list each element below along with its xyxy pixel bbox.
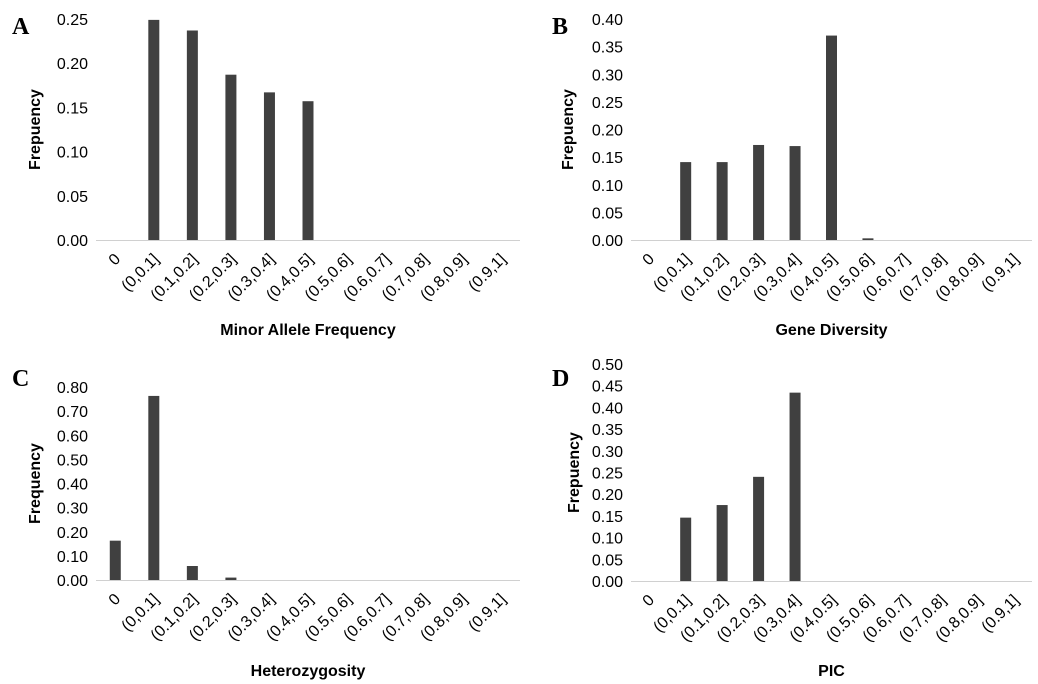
y-tick-label: 0.20 xyxy=(592,487,623,504)
y-tick-label: 0.25 xyxy=(592,95,623,112)
y-tick-label: 0.10 xyxy=(57,549,88,566)
y-axis-title: Frequency xyxy=(27,443,44,524)
y-tick-label: 0.40 xyxy=(592,12,623,29)
y-tick-label: 0.80 xyxy=(57,380,88,397)
x-axis-title: Minor Allele Frequency xyxy=(220,322,396,339)
y-tick-label: 0.40 xyxy=(592,400,623,417)
y-tick-label: 0.00 xyxy=(57,233,88,250)
y-tick-label: 0.00 xyxy=(592,233,623,250)
bar xyxy=(680,517,692,581)
y-tick-label: 0.25 xyxy=(592,466,623,483)
y-tick-label: 0.70 xyxy=(57,404,88,421)
y-tick-label: 0.10 xyxy=(592,531,623,548)
y-tick-label: 0.50 xyxy=(57,452,88,469)
y-tick-label: 0.00 xyxy=(57,573,88,590)
bar xyxy=(716,162,728,240)
bar xyxy=(186,30,198,240)
bar xyxy=(148,395,160,580)
y-tick-label: 0.60 xyxy=(57,428,88,445)
x-tick-label: 0 xyxy=(640,592,658,610)
y-tick-label: 0.05 xyxy=(592,205,623,222)
bar xyxy=(186,566,198,580)
bar xyxy=(716,505,728,581)
bar xyxy=(225,577,237,580)
y-tick-label: 0.15 xyxy=(592,509,623,526)
panel-a: A0.000.050.100.150.200.250(0,0.1](0.1,0.… xyxy=(12,12,520,339)
y-axis-title: Frepuency xyxy=(27,89,44,170)
bar xyxy=(225,74,237,240)
y-tick-label: 0.00 xyxy=(592,574,623,591)
x-axis-title: Gene Diversity xyxy=(775,322,887,339)
y-tick-label: 0.40 xyxy=(57,477,88,494)
panel-letter: A xyxy=(12,14,30,40)
y-axis-title: Frepuency xyxy=(566,432,583,513)
bar xyxy=(789,392,801,581)
y-tick-label: 0.45 xyxy=(592,379,623,396)
y-tick-label: 0.30 xyxy=(592,67,623,84)
y-tick-label: 0.10 xyxy=(592,178,623,195)
x-tick-label: 0 xyxy=(640,251,658,269)
y-tick-label: 0.50 xyxy=(592,357,623,374)
y-tick-label: 0.35 xyxy=(592,40,623,57)
panel-c: C 0.00 0.10 0.20 0.30 0.40 0.50 0.60 0.70 0.80 0 (0… xyxy=(12,366,520,680)
x-tick-label: 0 xyxy=(106,251,124,269)
x-tick-label: (0.9,1] xyxy=(979,251,1023,295)
bar xyxy=(753,144,765,240)
panel-letter: D xyxy=(552,366,569,392)
y-tick-label: 0.20 xyxy=(57,525,88,542)
y-tick-label: 0.05 xyxy=(57,189,88,206)
bar xyxy=(109,540,121,580)
bar xyxy=(826,35,837,241)
y-tick-label: 0.05 xyxy=(592,552,623,569)
panel-letter: C xyxy=(12,366,29,392)
y-tick-label: 0.15 xyxy=(592,150,623,167)
x-axis-title: Heterozygosity xyxy=(251,663,366,680)
y-tick-label: 0.15 xyxy=(57,100,88,117)
bar xyxy=(263,92,275,240)
y-tick-label: 0.10 xyxy=(57,145,88,162)
bar xyxy=(862,238,874,240)
bar xyxy=(148,19,160,240)
panel-d: D 0.00 0.05 0.10 0.15 0.20 0.25 0.30 0.35 0.40 0.4… xyxy=(552,357,1032,680)
bar xyxy=(789,146,801,240)
x-tick-label: 0 xyxy=(106,591,124,609)
panel-b: B 0.00 0.05 0.10 0.15 0.20 0.25 0.30 0.35 0.40 0 (0… xyxy=(552,12,1032,339)
x-axis-title: PIC xyxy=(818,663,845,680)
y-tick-label: 0.30 xyxy=(592,444,623,461)
y-tick-label: 0.35 xyxy=(592,422,623,439)
x-tick-label: (0.9,1] xyxy=(465,251,509,295)
y-tick-label: 0.30 xyxy=(57,501,88,518)
panel-letter: B xyxy=(552,14,568,40)
y-tick-label: 0.25 xyxy=(57,12,88,29)
y-tick-label: 0.20 xyxy=(592,123,623,140)
bar xyxy=(753,476,765,581)
bar xyxy=(302,101,314,240)
y-tick-label: 0.20 xyxy=(57,56,88,73)
y-axis-title: Frepuency xyxy=(560,89,577,170)
bar xyxy=(680,162,692,240)
x-tick-label: (0.9,1] xyxy=(979,592,1023,636)
x-tick-label: (0.9,1] xyxy=(465,591,509,635)
